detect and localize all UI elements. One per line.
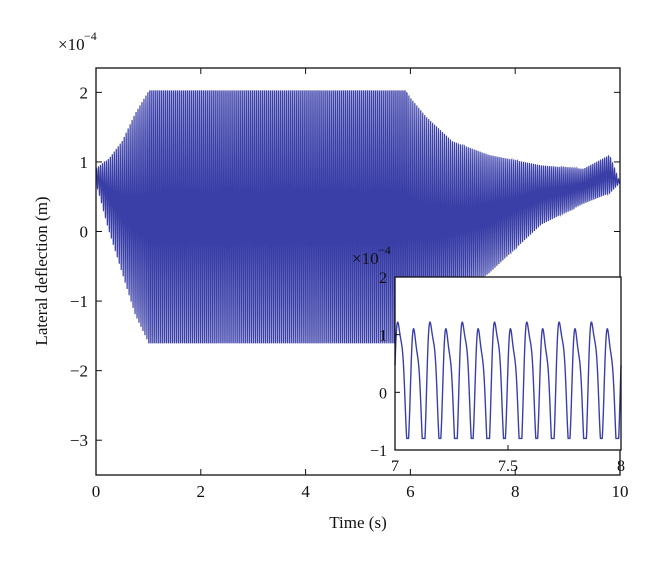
x-tick-label: 2 — [197, 482, 206, 501]
inset-signal — [394, 321, 622, 440]
main-signal — [95, 90, 621, 344]
inset-x-tick-label: 7.5 — [498, 458, 518, 475]
x-axis-label: Time (s) — [329, 513, 386, 532]
y-axis-label: Lateral deflection (m) — [32, 196, 51, 345]
inset-x-tick-label: 7 — [391, 458, 399, 475]
x-tick-label: 6 — [406, 482, 415, 501]
inset-y-multiplier: ×10 — [352, 249, 379, 268]
x-tick-label: 4 — [301, 482, 310, 501]
inset-y-tick-label: 2 — [379, 270, 387, 287]
x-tick-label: 8 — [511, 482, 520, 501]
x-tick-label: 0 — [92, 482, 101, 501]
inset-y-tick-label: 1 — [379, 328, 387, 345]
y-tick-label: 0 — [80, 222, 89, 241]
x-tick-label: 10 — [612, 482, 629, 501]
inset-series-line — [394, 321, 622, 440]
inset-y-exponent: −4 — [378, 243, 391, 257]
y-tick-label: −3 — [70, 431, 88, 450]
y-tick-label: 1 — [80, 153, 89, 172]
main-plot-frame — [95, 67, 621, 476]
main-plot: 0 2 4 6 8 10 210−1−2−3 ×10 −4 Time (s) Latera… — [32, 29, 629, 532]
main-series-line — [95, 90, 621, 344]
inset-y-tick-label: 0 — [379, 385, 387, 402]
inset-y-ticks: 2 1 0 −1 — [370, 270, 400, 460]
inset-plot: 7 7.5 8 210−1 ×10 −4 — [352, 243, 625, 475]
y-tick-label: 2 — [80, 83, 89, 102]
main-y-multiplier: ×10 — [58, 35, 85, 54]
inset-x-ticks: 7 7.5 8 — [391, 445, 625, 475]
main-y-exponent: −4 — [84, 29, 97, 43]
inset-x-tick-label: 8 — [617, 458, 625, 475]
main-y-ticks: 2 1 0 −1 −2 −3 — [70, 83, 620, 450]
inset-y-tick-label: −1 — [370, 443, 387, 460]
y-tick-label: −1 — [70, 292, 88, 311]
y-tick-label: −2 — [70, 362, 88, 381]
main-x-ticks: 0 2 4 6 8 10 — [92, 68, 629, 501]
